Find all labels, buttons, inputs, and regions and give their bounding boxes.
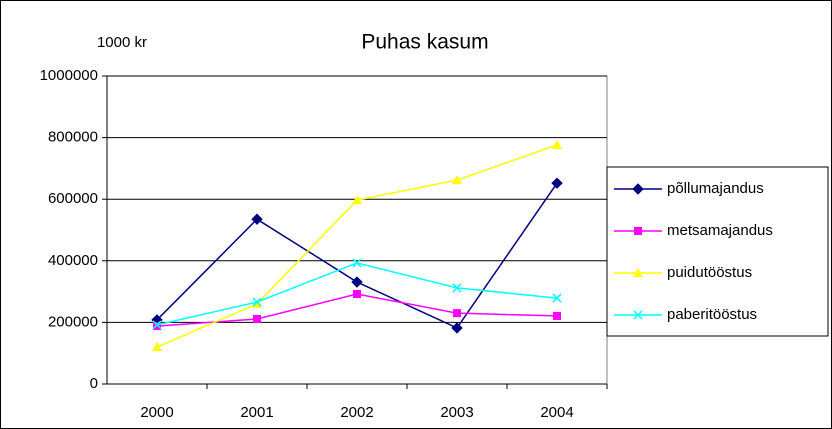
y-tick-label: 400000 — [48, 252, 98, 269]
legend-label: puidutööstus — [667, 264, 752, 281]
marker — [634, 227, 642, 235]
y-tick-label: 0 — [90, 375, 98, 392]
marker — [551, 177, 563, 189]
marker — [633, 310, 643, 320]
x-tick-label: 2004 — [540, 404, 573, 421]
legend-label: põllumajandus — [667, 180, 764, 197]
marker — [451, 322, 463, 334]
marker — [632, 183, 644, 195]
marker — [552, 293, 562, 303]
marker — [252, 298, 262, 308]
chart-title: Puhas kasum — [361, 31, 488, 54]
y-tick-label: 800000 — [48, 129, 98, 146]
marker — [152, 342, 162, 352]
y-tick-label: 200000 — [48, 313, 98, 330]
marker — [252, 297, 262, 307]
marker — [251, 213, 263, 225]
marker — [633, 268, 643, 277]
marker — [153, 322, 161, 331]
legend-label: metsamajandus — [667, 222, 773, 239]
marker — [452, 283, 462, 293]
marker — [152, 320, 162, 330]
marker — [351, 276, 363, 288]
legend-box — [606, 166, 829, 337]
x-tick-label: 2000 — [140, 404, 173, 421]
x-tick-label: 2003 — [440, 404, 473, 421]
marker — [253, 315, 261, 324]
y-tick-label: 600000 — [48, 190, 98, 207]
marker — [553, 311, 561, 320]
marker — [452, 175, 462, 185]
y-tick-label: 1000000 — [40, 67, 98, 84]
marker — [353, 290, 361, 299]
plot-area — [106, 75, 608, 385]
marker — [352, 195, 362, 205]
marker — [453, 309, 461, 318]
marker — [352, 258, 362, 268]
x-tick-label: 2002 — [340, 404, 373, 421]
marker — [552, 139, 562, 149]
x-tick-label: 2001 — [240, 404, 273, 421]
legend-label: paberitööstus — [667, 306, 757, 323]
y-unit-label: 1000 kr — [97, 34, 147, 51]
